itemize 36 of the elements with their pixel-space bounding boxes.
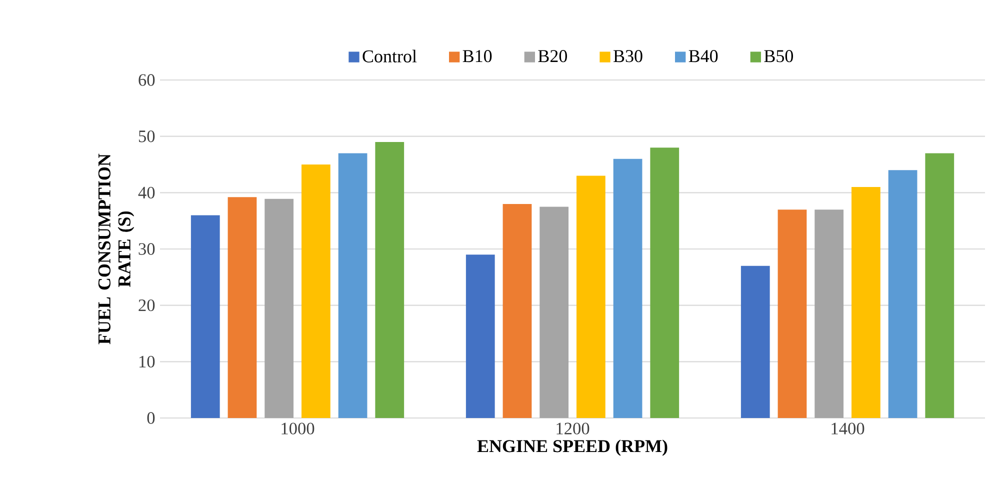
bar xyxy=(814,210,844,418)
bar xyxy=(190,215,220,418)
bar xyxy=(502,204,532,418)
legend-label: B40 xyxy=(688,50,718,62)
bar xyxy=(540,206,569,418)
bar xyxy=(228,197,257,418)
bar xyxy=(466,254,495,418)
y-tick-label: 0 xyxy=(147,412,155,424)
bar xyxy=(740,266,770,418)
y-tick-label: 10 xyxy=(139,356,155,368)
y-tick-label: 40 xyxy=(138,186,155,199)
legend-label: B10 xyxy=(462,50,492,62)
x-tick-label: 1400 xyxy=(832,422,864,434)
y-tick-label: 60 xyxy=(138,74,155,86)
bar xyxy=(576,176,606,418)
bar xyxy=(375,142,404,418)
legend-label: B30 xyxy=(614,50,642,62)
bar xyxy=(338,153,368,418)
bar xyxy=(925,153,954,418)
y-axis-title: FUEL CONSUMPTION RATE (S) xyxy=(98,154,134,344)
bar xyxy=(650,148,680,418)
y-tick-label: 30 xyxy=(138,243,155,255)
bar xyxy=(852,187,880,418)
bar xyxy=(778,210,807,418)
legend-label: B20 xyxy=(538,50,567,62)
bar xyxy=(613,158,642,418)
bar xyxy=(888,170,918,418)
y-tick-label: 50 xyxy=(138,130,155,142)
bar xyxy=(264,198,294,418)
y-tick-label: 20 xyxy=(138,299,155,312)
legend-label: B50 xyxy=(764,50,794,62)
x-tick-label: 1200 xyxy=(556,422,590,434)
legend-label: Control xyxy=(362,50,417,62)
x-axis-title: ENGINE SPEED (RPM) xyxy=(477,440,668,456)
x-tick-label: 1000 xyxy=(282,422,314,434)
bar xyxy=(301,164,330,418)
